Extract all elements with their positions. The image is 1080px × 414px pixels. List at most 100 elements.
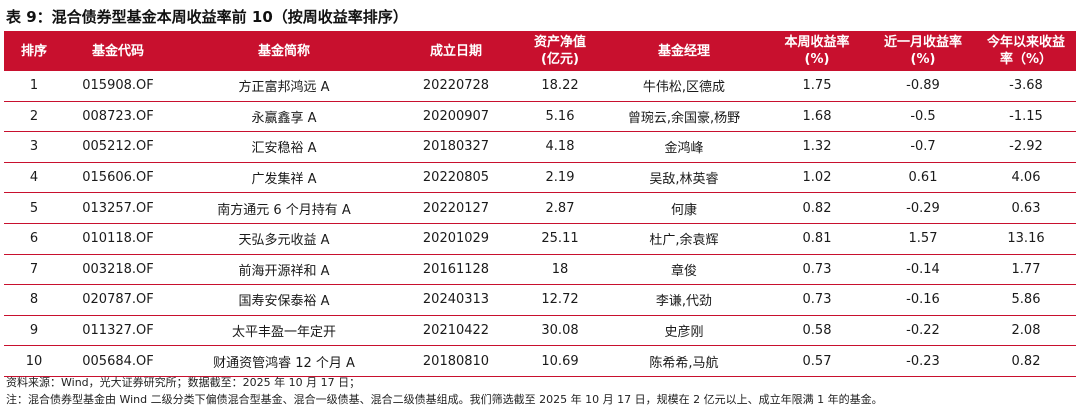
table-cell: -0.5 — [870, 101, 976, 133]
table-cell: 吴敌,林英睿 — [604, 162, 764, 194]
table-cell: 020787.OF — [64, 284, 172, 316]
column-header: 近一月收益率 (%) — [883, 35, 962, 67]
table-cell: 太平丰盈一年定开 — [172, 315, 396, 347]
table-cell: 陈希希,马航 — [604, 345, 764, 377]
column-header: 资产净值 (亿元) — [533, 35, 586, 67]
table-cell: 4.06 — [976, 162, 1076, 194]
table-row: 9 011327.OF 太平丰盈一年定开 20210422 30.08 史彦刚 0.58 -0… — [4, 315, 1076, 347]
column-header: 基金代码 — [91, 43, 144, 59]
table-cell: 杜广,余袁辉 — [604, 223, 764, 255]
table-cell: 12.72 — [516, 284, 604, 316]
table-cell: 3 — [4, 131, 64, 163]
table-body: 1 015908.OF 方正富邦鸿远 A 20220728 18.22 牛伟松,区德成 1.… — [4, 71, 1076, 377]
table-cell: -3.68 — [976, 71, 1076, 102]
table-row: 4 015606.OF 广发集祥 A 20220805 2.19 吴敌,林英睿 1.02 0.… — [4, 162, 1076, 194]
table-cell: 天弘多元收益 A — [172, 223, 396, 255]
column-header: 今年以来收益 率（%） — [986, 35, 1065, 67]
table-cell: 南方通元 6 个月持有 A — [172, 192, 396, 224]
table-row: 7 003218.OF 前海开源祥和 A 20161128 18 章俊 0.73 -0.14 1… — [4, 254, 1076, 286]
table-cell: 005212.OF — [64, 131, 172, 163]
table-cell: 0.73 — [764, 254, 870, 286]
table-row: 6 010118.OF 天弘多元收益 A 20201029 25.11 杜广,余袁辉 0.8… — [4, 223, 1076, 255]
table-cell: 方正富邦鸿远 A — [172, 71, 396, 102]
table-cell: 0.58 — [764, 315, 870, 347]
table-cell: -0.23 — [870, 345, 976, 377]
table-cell: 20220805 — [396, 162, 516, 194]
table-cell: 013257.OF — [64, 192, 172, 224]
table-cell: -0.14 — [870, 254, 976, 286]
table-cell: 20240313 — [396, 284, 516, 316]
column-header: 基金简称 — [257, 43, 310, 59]
table-title: 表 9：混合债券型基金本周收益率前 10（按周收益率排序） — [6, 8, 408, 26]
table-cell: 20201029 — [396, 223, 516, 255]
table-cell: -0.7 — [870, 131, 976, 163]
table-cell: 0.57 — [764, 345, 870, 377]
table-cell: 永赢鑫享 A — [172, 101, 396, 133]
table-cell: 011327.OF — [64, 315, 172, 347]
table-cell: 003218.OF — [64, 254, 172, 286]
table-cell: 牛伟松,区德成 — [604, 71, 764, 102]
table-cell: 2.19 — [516, 162, 604, 194]
table-cell: 5.16 — [516, 101, 604, 133]
table-cell: 20220728 — [396, 71, 516, 102]
table-cell: 4.18 — [516, 131, 604, 163]
table-cell: 李谦,代劲 — [604, 284, 764, 316]
table-cell: 13.16 — [976, 223, 1076, 255]
table-cell: 010118.OF — [64, 223, 172, 255]
table-cell: 4 — [4, 162, 64, 194]
table-cell: 6 — [4, 223, 64, 255]
table-cell: 30.08 — [516, 315, 604, 347]
table-cell: 20180327 — [396, 131, 516, 163]
filter-note: 注：混合债券型基金由 Wind 二级分类下偏债混合型基金、混合一级债基、混合二级… — [6, 393, 883, 406]
table-cell: 1.77 — [976, 254, 1076, 286]
table-row: 1 015908.OF 方正富邦鸿远 A 20220728 18.22 牛伟松,区德成 1.… — [4, 71, 1076, 102]
table-cell: 1 — [4, 71, 64, 102]
table-header-row: 排序 基金代码 基金简称 成立日期 资产净值 (亿元) 基金经理 本周收益率 (%) 近一月收益率… — [4, 31, 1076, 71]
table-cell: 金鸿峰 — [604, 131, 764, 163]
table-cell: 008723.OF — [64, 101, 172, 133]
table-cell: -0.16 — [870, 284, 976, 316]
table-cell: 2 — [4, 101, 64, 133]
table-cell: 国寿安保泰裕 A — [172, 284, 396, 316]
table-cell: 章俊 — [604, 254, 764, 286]
table-row: 8 020787.OF 国寿安保泰裕 A 20240313 12.72 李谦,代劲 0.73… — [4, 284, 1076, 316]
table-cell: 20161128 — [396, 254, 516, 286]
table-cell: 2.87 — [516, 192, 604, 224]
table-cell: 前海开源祥和 A — [172, 254, 396, 286]
column-header: 本周收益率 (%) — [784, 35, 850, 67]
table-cell: 财通资管鸿睿 12 个月 A — [172, 345, 396, 377]
table-row: 3 005212.OF 汇安稳裕 A 20180327 4.18 金鸿峰 1.32 -0.7-… — [4, 131, 1076, 163]
table-cell: 005684.OF — [64, 345, 172, 377]
table-row: 5 013257.OF 南方通元 6 个月持有 A 20220127 2.87 何康 0.8… — [4, 192, 1076, 224]
table-cell: 10 — [4, 345, 64, 377]
table-cell: 0.73 — [764, 284, 870, 316]
table-cell: 1.57 — [870, 223, 976, 255]
table-cell: 20210422 — [396, 315, 516, 347]
table-cell: 2.08 — [976, 315, 1076, 347]
table-cell: 史彦刚 — [604, 315, 764, 347]
table-cell: 5.86 — [976, 284, 1076, 316]
table-cell: 20200907 — [396, 101, 516, 133]
table-cell: 1.68 — [764, 101, 870, 133]
table-cell: 0.82 — [764, 192, 870, 224]
table-cell: 曾琬云,余国豪,杨野 — [604, 101, 764, 133]
table-cell: 1.02 — [764, 162, 870, 194]
table-cell: 广发集祥 A — [172, 162, 396, 194]
table-cell: 015908.OF — [64, 71, 172, 102]
table-cell: 18.22 — [516, 71, 604, 102]
table-cell: 20180810 — [396, 345, 516, 377]
table-cell: 7 — [4, 254, 64, 286]
table-cell: 0.82 — [976, 345, 1076, 377]
table-row: 2 008723.OF 永赢鑫享 A 20200907 5.16 曾琬云,余国豪,杨野 1.… — [4, 101, 1076, 133]
table-cell: 0.61 — [870, 162, 976, 194]
table-cell: -2.92 — [976, 131, 1076, 163]
footnotes: 资料来源：Wind，光大证券研究所；数据截至：2025 年 10 月 17 日；… — [6, 374, 883, 408]
source-note: 资料来源：Wind，光大证券研究所；数据截至：2025 年 10 月 17 日； — [6, 376, 361, 389]
table-cell: 8 — [4, 284, 64, 316]
table-cell: 18 — [516, 254, 604, 286]
fund-ranking-table: 排序 基金代码 基金简称 成立日期 资产净值 (亿元) 基金经理 本周收益率 (%) 近一月收益率… — [4, 31, 1076, 377]
table-cell: -0.22 — [870, 315, 976, 347]
table-cell: 5 — [4, 192, 64, 224]
table-cell: 10.69 — [516, 345, 604, 377]
table-cell: 1.32 — [764, 131, 870, 163]
